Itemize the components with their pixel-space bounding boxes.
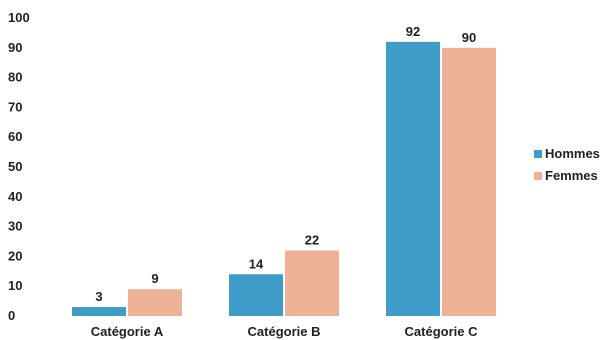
data-label-hommes-2: 14 — [249, 256, 264, 271]
y-tick-label: 10 — [8, 278, 22, 293]
y-tick-label: 70 — [8, 99, 22, 114]
y-tick-label: 60 — [8, 129, 22, 144]
data-label-hommes-1: 3 — [95, 289, 102, 304]
bar-femmes-1 — [128, 289, 182, 316]
data-label-femmes-1: 9 — [151, 271, 158, 286]
legend-label-femmes: Femmes — [545, 168, 598, 183]
y-tick-label: 40 — [8, 189, 22, 204]
y-tick-label: 20 — [8, 248, 22, 263]
bars-group — [72, 41, 496, 317]
data-label-femmes-3: 90 — [462, 30, 476, 45]
bar-hommes-3 — [386, 41, 440, 317]
y-axis: 0 10 20 30 40 50 60 70 80 90 100 — [8, 10, 30, 323]
legend: Hommes Femmes — [534, 146, 600, 183]
data-labels-group: 3 9 14 22 92 90 — [95, 24, 476, 304]
bar-femmes-2 — [285, 250, 339, 316]
x-tick-label: Catégorie A — [91, 324, 164, 339]
legend-swatch-hommes — [534, 150, 542, 158]
x-tick-label: Catégorie B — [248, 324, 321, 339]
bar-hommes-1 — [72, 307, 126, 316]
y-tick-label: 90 — [8, 40, 22, 55]
bar-femmes-3 — [442, 47, 496, 317]
legend-label-hommes: Hommes — [545, 146, 600, 161]
x-axis: Catégorie A Catégorie B Catégorie C — [91, 324, 478, 339]
y-tick-label: 50 — [8, 159, 22, 174]
y-tick-label: 80 — [8, 70, 22, 85]
y-tick-label: 100 — [8, 10, 30, 25]
data-label-hommes-3: 92 — [406, 24, 420, 39]
bar-hommes-2 — [229, 274, 283, 316]
y-tick-label: 0 — [8, 308, 15, 323]
data-label-femmes-2: 22 — [305, 232, 319, 247]
y-tick-label: 30 — [8, 219, 22, 234]
x-tick-label: Catégorie C — [405, 324, 479, 339]
legend-swatch-femmes — [534, 172, 542, 180]
